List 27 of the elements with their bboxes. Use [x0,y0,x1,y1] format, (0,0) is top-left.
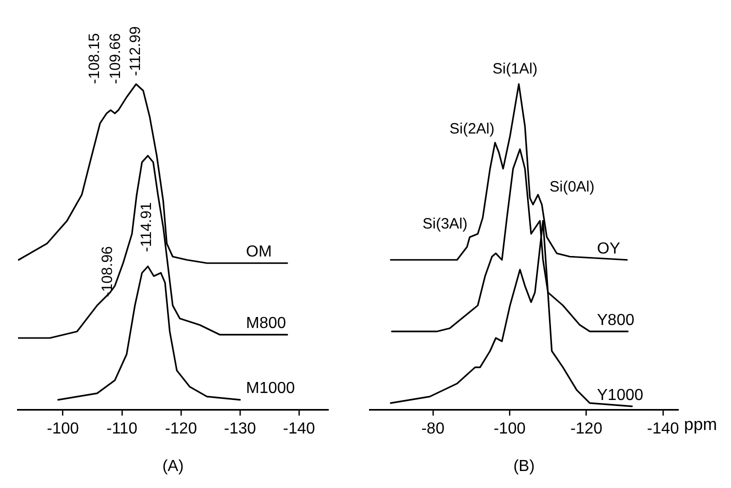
x-tick-label: -120 [570,420,602,438]
text: -112.99 [127,26,144,76]
series-label: M800 [246,315,286,332]
annotation: -114.91 [138,202,156,252]
annotation: Si(3Al) [422,216,468,233]
x-tick-label: -100 [46,420,79,438]
x-axis-title: ppm [684,414,718,434]
annotation: Si(0Al) [549,178,595,196]
series-label: Y1000 [597,386,644,404]
x-tick-label: -110 [106,420,138,438]
series-label: M1000 [246,380,296,398]
text: -109.66 [107,33,124,84]
series-label: OM [246,244,272,261]
text: -108.15 [86,33,104,84]
text: (B) [513,458,535,475]
x-tick-label: -120 [164,420,198,438]
series-label: Y800 [597,312,634,329]
x-tick-label: -140 [647,420,680,438]
x-tick-label: -80 [421,420,445,438]
x-tick-label: -130 [224,420,256,438]
annotation: -108.96 [99,246,116,297]
text: (A) [162,458,184,475]
annotation: Si(2Al) [449,120,495,138]
x-tick-label: -140 [283,420,316,438]
x-tick-label: -100 [494,420,526,438]
series-label: OY [597,240,620,258]
text: Si(1Al) [492,60,538,78]
